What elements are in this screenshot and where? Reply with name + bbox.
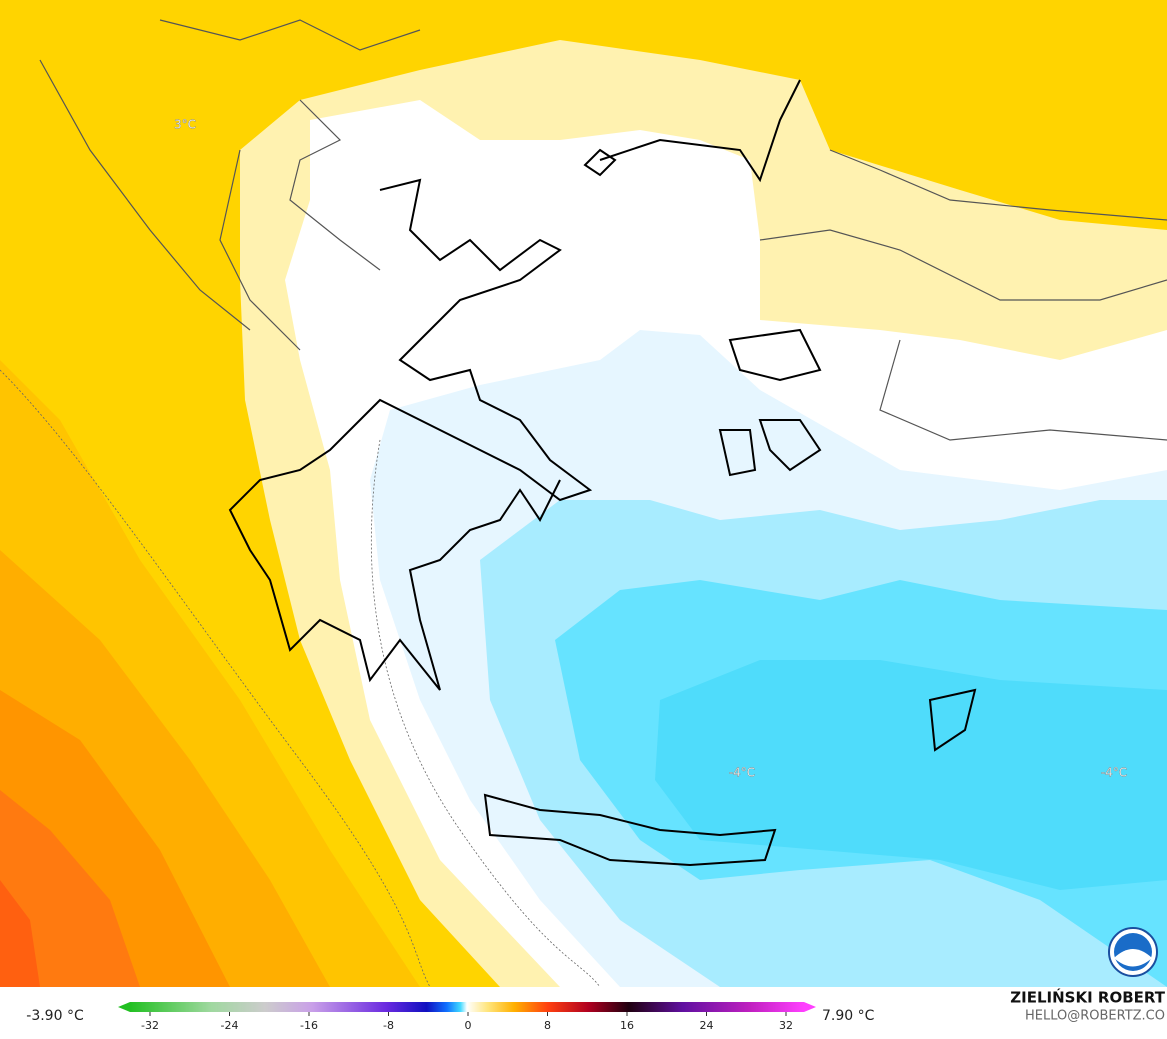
colorbar-tick-label: -16 <box>300 1019 318 1032</box>
colorbar-tick-label: 8 <box>544 1019 551 1032</box>
colorbar <box>130 1002 804 1012</box>
map: 3°C -4°C -4°C <box>0 0 1167 988</box>
noaa-logo <box>1108 927 1158 977</box>
islands <box>583 148 977 752</box>
colorbar-tick-label: -8 <box>383 1019 394 1032</box>
zone-red <box>0 880 40 987</box>
borders <box>39 19 1167 441</box>
colorbar-tick-label: -24 <box>221 1019 239 1032</box>
colorbar-min-arrow <box>118 1002 130 1012</box>
credit-contact: HELLO@ROBERTZ.CO <box>1025 1009 1165 1024</box>
colorbar-tick-label: -32 <box>141 1019 159 1032</box>
colorbar-tick-label: 32 <box>779 1019 793 1032</box>
coastline <box>228 79 801 691</box>
zone-deep-blue <box>655 660 1167 890</box>
legend-min-label: -3.90 °C <box>26 1008 84 1024</box>
colorbar-max-arrow <box>804 1002 816 1012</box>
colorbar-tick-label: 16 <box>620 1019 634 1032</box>
isotherm <box>0 369 431 988</box>
temperature-label: -4°C <box>729 766 755 780</box>
crete <box>483 793 777 867</box>
zone-red-orange <box>0 790 140 987</box>
isotherm <box>370 439 601 988</box>
legend-max-label: 7.90 °C <box>822 1008 875 1024</box>
legend: -3.90 °C 7.90 °C -32 -24 -16 -8 0 8 16 24 32 <box>26 1002 875 1032</box>
temperature-label: 3°C <box>174 118 196 132</box>
colorbar-tick-label: 0 <box>465 1019 472 1032</box>
temperature-label: -4°C <box>1101 766 1127 780</box>
colorbar-tick-label: 24 <box>700 1019 714 1032</box>
credit-name: ZIELIŃSKI ROBERT <box>1010 988 1165 1007</box>
